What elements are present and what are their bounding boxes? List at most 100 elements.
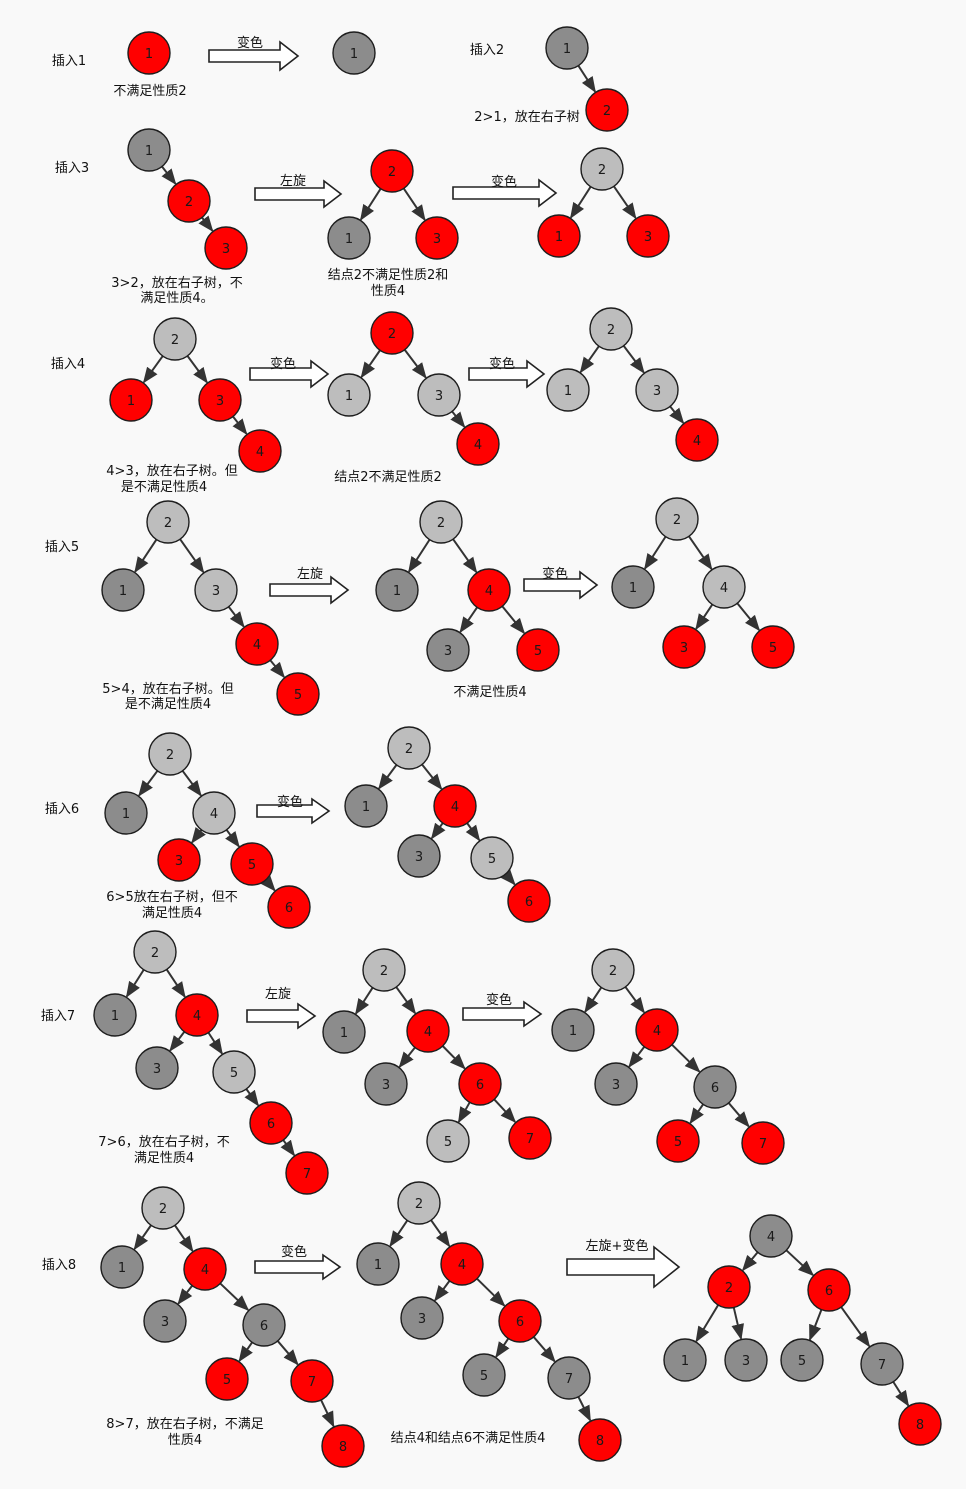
tree-node: 2 [589, 307, 633, 351]
node-value: 1 [345, 389, 353, 404]
arrow-label: 左旋 [280, 174, 306, 189]
node-circle [249, 1101, 293, 1145]
tree-node: 6 [267, 885, 311, 929]
transform-arrow [256, 797, 331, 825]
node-circle [101, 568, 145, 612]
node-circle [611, 565, 655, 609]
tree-edge [736, 602, 761, 632]
node-circle [167, 179, 211, 223]
node-value: 2 [151, 946, 159, 961]
node-circle [626, 214, 670, 258]
tree-node: 5 [656, 1119, 700, 1163]
tree-node: 3 [135, 1046, 179, 1090]
node-value: 7 [759, 1137, 767, 1152]
node-circle [362, 948, 406, 992]
tree-node: 4 [749, 1214, 793, 1258]
tree-edge [186, 355, 208, 384]
tree-edge [695, 603, 714, 631]
node-value: 3 [612, 1078, 620, 1093]
node-value: 1 [340, 1026, 348, 1041]
tree-node: 2 [370, 149, 414, 193]
tree-edge [457, 1101, 472, 1124]
tree-node: 6 [242, 1303, 286, 1347]
tree-node: 7 [508, 1116, 552, 1160]
note-text: 3>2，放在右子树，不 [111, 276, 242, 291]
tree-node: 5 [462, 1353, 506, 1397]
note-text: 结点2不满足性质2和 [328, 268, 449, 283]
tree-edge [125, 969, 145, 998]
node-value: 1 [145, 144, 153, 159]
tree-node: 2 [591, 948, 635, 992]
tree-edge [501, 605, 526, 635]
node-circle [807, 1268, 851, 1312]
transform-arrow [254, 179, 343, 209]
node-value: 4 [653, 1024, 661, 1039]
node-value: 5 [223, 1373, 231, 1388]
node-circle [498, 1299, 542, 1343]
node-circle [212, 1050, 256, 1094]
node-value: 3 [644, 230, 652, 245]
tree-node: 4 [440, 1242, 484, 1286]
node-circle [702, 565, 746, 609]
node-value: 1 [681, 1354, 689, 1369]
tree-node: 7 [860, 1342, 904, 1386]
tree-node: 3 [415, 216, 459, 260]
tree-edge [360, 349, 381, 379]
tree-node: 6 [249, 1101, 293, 1145]
node-value: 3 [680, 641, 688, 656]
arrow-label: 左旋 [297, 567, 323, 582]
node-value: 6 [260, 1319, 268, 1334]
tree-edge [785, 1249, 815, 1277]
node-value: 2 [603, 104, 611, 119]
tree-node: 2 [707, 1265, 751, 1309]
section-title-s7: 插入7 [41, 1009, 75, 1024]
node-value: 3 [653, 384, 661, 399]
tree-edge [622, 345, 645, 374]
tree-node: 2 [387, 726, 431, 770]
node-value: 1 [350, 47, 358, 62]
node-circle [426, 1119, 470, 1163]
node-circle [433, 784, 477, 828]
node-circle [749, 1214, 793, 1258]
tree-node: 2 [153, 317, 197, 361]
node-value: 6 [825, 1284, 833, 1299]
node-value: 3 [435, 389, 443, 404]
tree-edge [138, 770, 159, 797]
node-value: 1 [555, 230, 563, 245]
node-value: 1 [111, 1009, 119, 1024]
node-circle [508, 1116, 552, 1160]
node-value: 2 [598, 163, 606, 178]
section-title-s6: 插入6 [45, 802, 79, 817]
node-circle [127, 31, 171, 75]
tree-node: 4 [175, 993, 219, 1037]
node-circle [551, 1008, 595, 1052]
node-value: 1 [374, 1258, 382, 1273]
node-value: 3 [382, 1078, 390, 1093]
transform-arrow [566, 1245, 681, 1289]
tree-node: 3 [143, 1299, 187, 1343]
tree-edge [280, 1139, 296, 1157]
node-value: 4 [451, 800, 459, 815]
tree-edge [244, 1088, 260, 1107]
node-value: 6 [516, 1315, 524, 1330]
node-circle [238, 429, 282, 473]
node-value: 5 [798, 1354, 806, 1369]
node-circle [655, 497, 699, 541]
node-value: 5 [674, 1135, 682, 1150]
node-value: 7 [526, 1132, 534, 1147]
node-circle [546, 368, 590, 412]
node-circle [143, 1299, 187, 1343]
tree-node: 2 [580, 147, 624, 191]
tree-edge [624, 986, 645, 1014]
node-circle [370, 149, 414, 193]
node-value: 2 [388, 165, 396, 180]
tree-node: 5 [276, 672, 320, 716]
tree-node: 1 [322, 1010, 366, 1054]
node-value: 1 [118, 1261, 126, 1276]
tree-node: 8 [321, 1424, 365, 1468]
arrow-label: 左旋 [265, 987, 291, 1002]
node-value: 2 [437, 516, 445, 531]
tree-node: 7 [285, 1151, 329, 1195]
node-circle [458, 1062, 502, 1106]
node-value: 2 [159, 1202, 167, 1217]
